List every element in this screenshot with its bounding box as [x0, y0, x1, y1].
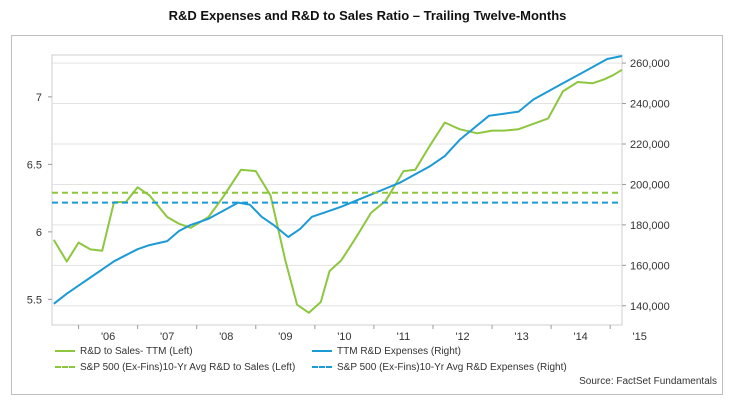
x-tick-label: '10 [337, 331, 351, 343]
y-left-tick-label: 6.5 [27, 159, 42, 171]
legend-item-rd-to-sales: R&D to Sales- TTM (Left) [55, 346, 193, 357]
y-right-tick-label: 180,000 [630, 220, 670, 232]
series-group [52, 55, 623, 314]
x-tick-label: '12 [455, 331, 469, 343]
x-tick-label: '08 [219, 331, 233, 343]
legend-label: S&P 500 (Ex-Fins)10-Yr Avg R&D to Sales … [80, 362, 296, 373]
y-right-tick-label: 240,000 [630, 99, 670, 111]
x-tick-label: '11 [397, 331, 411, 343]
y-left-tick-label: 7 [36, 92, 42, 104]
series-line-1 [52, 68, 623, 314]
chart-title: R&D Expenses and R&D to Sales Ratio – Tr… [168, 8, 567, 23]
source-note: Source: FactSet Fundamentals [579, 376, 717, 387]
legend-key-dashed-blue [312, 366, 332, 369]
x-tick-label: '06 [101, 331, 115, 343]
y-left-tick-label: 5.5 [27, 294, 42, 306]
x-tick-label: '13 [514, 331, 528, 343]
legend-item-avg-rd-to-sales: S&P 500 (Ex-Fins)10-Yr Avg R&D to Sales … [55, 362, 295, 373]
legend-item-avg-rd-expenses: S&P 500 (Ex-Fins)10-Yr Avg R&D Expenses … [312, 362, 567, 373]
legend-key-solid-green [55, 350, 75, 353]
y-left-tick-label: 6 [36, 227, 42, 239]
y-right-tick-label: 160,000 [630, 260, 670, 272]
series-line-2 [53, 55, 623, 305]
legend-label: R&D to Sales- TTM (Left) [80, 346, 193, 357]
plot-area [51, 54, 623, 326]
y-right-tick-label: 220,000 [630, 139, 670, 151]
x-tick-label: '15 [633, 331, 647, 343]
y-right-tick-label: 200,000 [630, 179, 670, 191]
y-right-tick-label: 260,000 [630, 58, 670, 70]
axes: 5.5 6 6.5 7 140,000 160,000 180,000 200,000 220,… [27, 58, 670, 343]
x-tick-label: '09 [278, 331, 292, 343]
x-tick-label: '14 [573, 331, 587, 343]
legend-label: TTM R&D Expenses (Right) [337, 346, 461, 357]
legend-key-solid-blue [312, 350, 332, 353]
x-tick-label: '07 [160, 331, 174, 343]
legend-label: S&P 500 (Ex-Fins)10-Yr Avg R&D Expenses … [337, 362, 567, 373]
legend-item-ttm-rd-expenses: TTM R&D Expenses (Right) [312, 346, 461, 357]
legend-key-dashed-green [55, 366, 75, 369]
y-right-tick-label: 140,000 [630, 301, 670, 313]
